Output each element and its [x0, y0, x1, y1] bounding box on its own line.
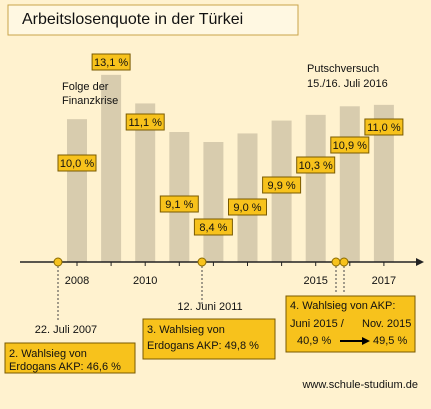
value-label: 10,0 %: [60, 158, 94, 170]
bar: [373, 104, 394, 262]
axis-arrow: [416, 258, 424, 266]
value-label-box: [125, 113, 165, 131]
bar: [305, 114, 326, 262]
x-tick-label: 2008: [65, 275, 89, 287]
annotation-box: [142, 318, 276, 360]
arrow-head: [362, 337, 370, 345]
annotation: 3. Wahlsieg von: [147, 324, 225, 336]
value-label-box: [91, 53, 131, 71]
annotation: Erdogans AKP: 49,8 %: [147, 340, 259, 352]
value-label: 11,0 %: [367, 122, 401, 134]
value-label: 10,3 %: [299, 160, 333, 172]
value-label: 8,4 %: [199, 222, 227, 234]
value-label-box: [296, 156, 336, 174]
value-label-box: [193, 218, 233, 236]
source: www.schule-studium.de: [301, 379, 418, 391]
event-marker: [339, 257, 349, 267]
annotation: 49,5 %: [373, 335, 407, 347]
chart-title: Arbeitslosenquote in der Türkei: [22, 11, 243, 28]
event-marker: [331, 257, 341, 267]
annotation: 15./16. Juli 2016: [307, 78, 388, 90]
annotation: 12. Juni 2011: [177, 301, 242, 313]
bar: [203, 142, 224, 262]
value-label: 9,9 %: [268, 180, 296, 192]
bar: [237, 133, 258, 262]
value-label: 13,1 %: [94, 57, 128, 69]
annotation-box: [285, 295, 416, 353]
title-box: [7, 4, 299, 36]
value-label: 9,0 %: [233, 202, 261, 214]
annotation: Erdogans AKP: 46,6 %: [9, 361, 121, 373]
annotation: Folge der: [62, 81, 109, 93]
bar: [135, 103, 156, 262]
value-label-box: [228, 198, 267, 216]
annotation: Nov. 2015: [362, 318, 411, 330]
event-marker: [197, 257, 207, 267]
x-tick-label: 2017: [372, 275, 396, 287]
value-label: 11,1 %: [128, 117, 162, 129]
annotation-box: [4, 342, 136, 374]
value-label-box: [57, 154, 97, 172]
annotation: 2. Wahlsieg von: [9, 348, 87, 360]
bar: [67, 119, 87, 263]
x-tick-label: 2015: [303, 275, 327, 287]
value-label-box: [262, 176, 302, 194]
value-label-box: [159, 195, 199, 213]
value-label: 9,1 %: [165, 199, 193, 211]
annotation: 4. Wahlsieg von AKP:: [290, 300, 395, 312]
annotation: 40,9 %: [297, 335, 331, 347]
value-label-box: [330, 136, 370, 154]
value-label-box: [364, 118, 404, 136]
annotation: Putschversuch: [307, 63, 379, 75]
event-marker: [53, 257, 63, 267]
annotation: Finanzkrise: [62, 95, 118, 107]
bar: [339, 106, 360, 263]
annotation: 22. Juli 2007: [35, 324, 97, 336]
bar: [101, 74, 122, 262]
annotation: Juni 2015 /: [290, 318, 345, 330]
value-label: 10,9 %: [333, 140, 367, 152]
x-tick-label: 2010: [133, 275, 157, 287]
